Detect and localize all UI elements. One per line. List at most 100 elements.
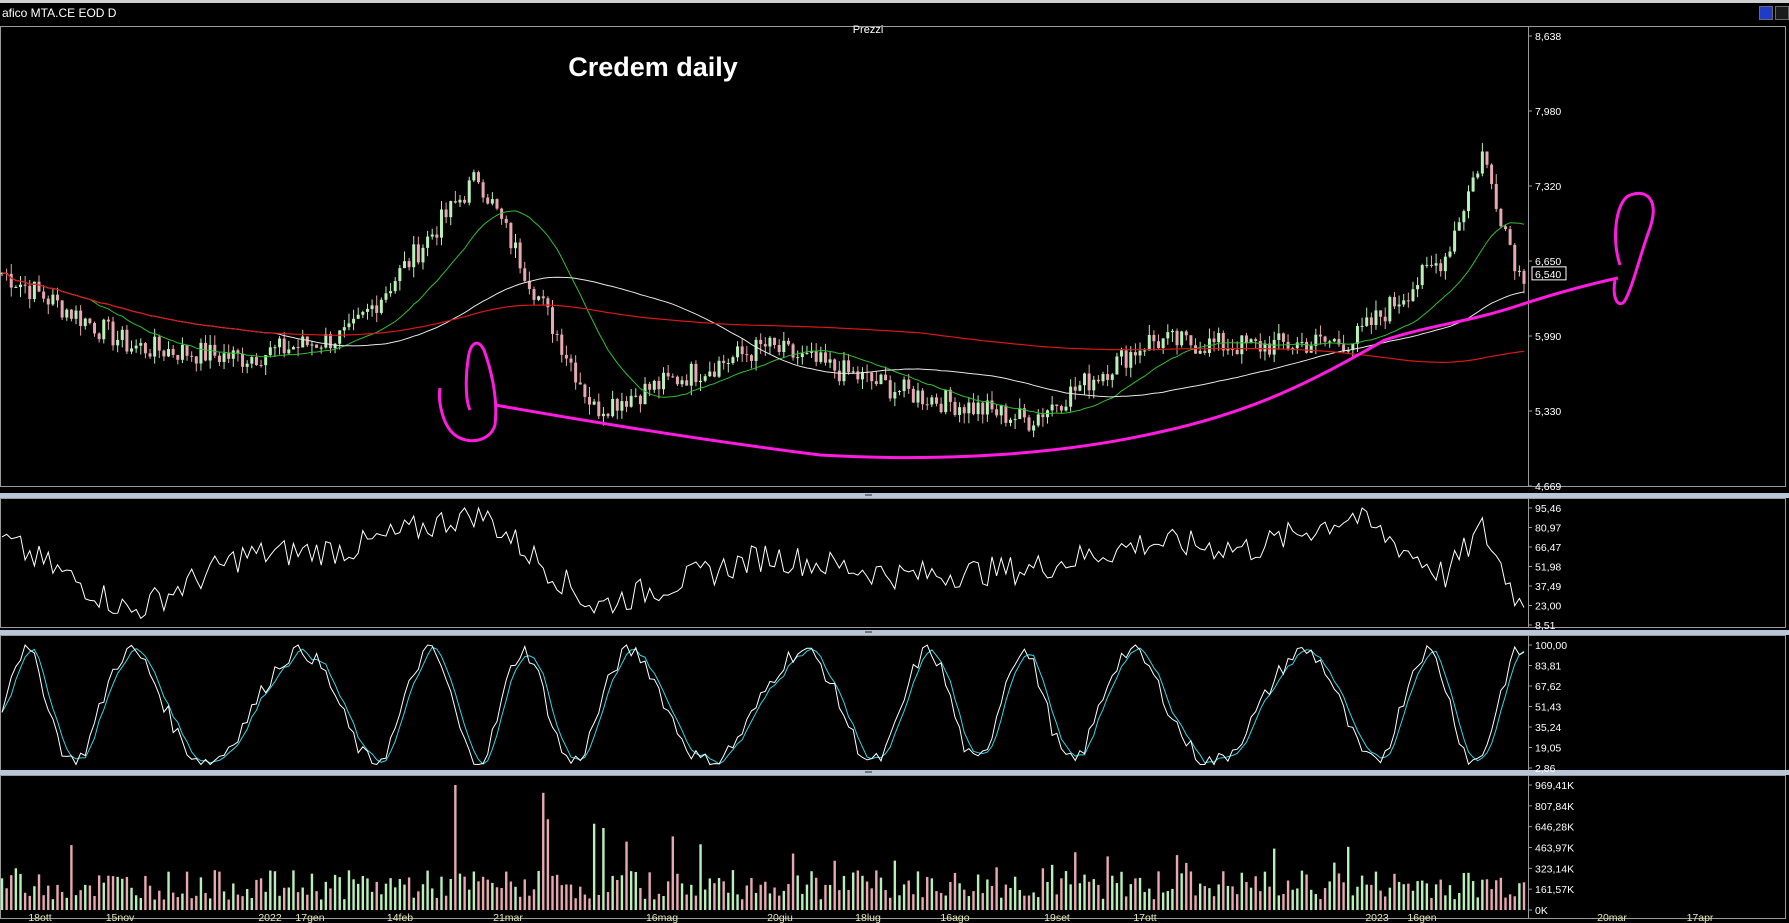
candle-body xyxy=(981,402,985,415)
volume-bar xyxy=(74,895,78,910)
volume-bar xyxy=(148,885,152,910)
candle-body xyxy=(1365,317,1369,326)
candle-body xyxy=(227,353,231,359)
volume-bar xyxy=(986,879,989,910)
volume-bar xyxy=(1018,890,1021,910)
candle-body xyxy=(1397,304,1401,307)
candle-body xyxy=(606,413,610,417)
volume-bar xyxy=(625,841,628,910)
volume-bar xyxy=(208,898,212,910)
x-tick-label: 17gen xyxy=(295,912,324,923)
volume-bar xyxy=(236,894,240,910)
candle-body xyxy=(384,293,388,300)
volume-bar xyxy=(125,877,129,910)
volume-bar xyxy=(481,876,485,910)
ma-long-line xyxy=(1,272,1525,364)
volume-bar xyxy=(1078,883,1082,910)
volume-bar xyxy=(921,897,924,910)
volume-bar xyxy=(306,894,309,910)
volume-bar xyxy=(1004,884,1008,910)
volume-bar xyxy=(1198,883,1202,910)
volume-bar xyxy=(171,892,175,910)
y-tick-label: 66,47 xyxy=(1535,542,1561,554)
annotation-left-circle xyxy=(438,341,498,443)
volume-bar xyxy=(935,891,938,910)
volume-bar xyxy=(1134,878,1137,910)
annotation-right-circle xyxy=(1612,191,1655,306)
candle-body xyxy=(273,347,277,349)
volume-bar xyxy=(269,870,272,910)
volume-bar xyxy=(1180,873,1183,910)
volume-bar xyxy=(833,860,836,910)
volume-bar xyxy=(218,871,221,910)
candle-body xyxy=(1166,332,1170,339)
volume-bar xyxy=(1087,881,1091,910)
volume-bar xyxy=(139,898,142,910)
volume-bar xyxy=(1138,877,1142,910)
volume-bar xyxy=(19,873,22,910)
candle-body xyxy=(1055,404,1059,407)
volume-bar xyxy=(431,888,434,910)
candle-body xyxy=(430,234,434,237)
candle-body xyxy=(495,199,499,209)
candle-body xyxy=(902,379,906,392)
volume-bar xyxy=(97,875,101,910)
x-tick-label: 19set xyxy=(1044,912,1070,923)
candle-body xyxy=(736,346,740,358)
candle-body xyxy=(657,380,661,390)
candle-body xyxy=(1235,349,1239,355)
candle-body xyxy=(615,398,619,411)
volume-bar xyxy=(870,888,873,910)
volume-bar xyxy=(1495,880,1498,910)
candle-body xyxy=(745,354,749,356)
volume-bar xyxy=(116,876,119,910)
volume-bar xyxy=(1513,896,1516,910)
panel-splitter xyxy=(0,630,1789,635)
volume-bar xyxy=(995,867,998,910)
candle-body xyxy=(1351,343,1355,350)
y-tick-label: 67,62 xyxy=(1535,681,1561,693)
candle-body xyxy=(333,343,337,349)
candle-body xyxy=(694,363,698,383)
candle-body xyxy=(1258,340,1262,352)
candle-body xyxy=(583,384,587,397)
candle-body xyxy=(828,359,832,363)
candle-body xyxy=(1180,331,1184,346)
volume-bar xyxy=(42,895,45,910)
volume-bar xyxy=(1393,873,1396,910)
candle-body xyxy=(167,349,171,357)
volume-bar xyxy=(403,884,406,910)
volume-bar xyxy=(884,890,887,910)
volume-bar xyxy=(0,878,4,910)
ma-short-line xyxy=(1,210,1525,415)
candle-body xyxy=(315,344,319,348)
volume-bar xyxy=(518,896,522,910)
y-tick-label: 8,638 xyxy=(1535,31,1561,43)
candle-body xyxy=(689,363,693,386)
candle-body xyxy=(1517,270,1521,272)
volume-bar xyxy=(417,891,420,910)
volume-bar xyxy=(227,899,230,910)
volume-bar xyxy=(1120,871,1123,910)
candle-body xyxy=(185,344,189,356)
candle-body xyxy=(1383,316,1387,322)
x-tick-label: 21mar xyxy=(493,912,523,923)
volume-bar xyxy=(1434,884,1438,910)
y-tick-label: 969,41K xyxy=(1535,780,1574,792)
volume-bar xyxy=(181,893,184,910)
volume-bar xyxy=(560,885,563,910)
volume-bar xyxy=(153,899,156,910)
candle-body xyxy=(888,380,892,399)
candle-body xyxy=(328,333,332,349)
candle-body xyxy=(564,354,568,359)
candle-body xyxy=(375,305,379,313)
candle-body xyxy=(800,353,804,358)
volume-bar xyxy=(717,878,721,910)
volume-bar xyxy=(259,878,263,910)
candle-body xyxy=(134,345,138,349)
maximize-button[interactable] xyxy=(1759,6,1773,20)
candle-body xyxy=(634,395,638,397)
volume-bar xyxy=(759,884,762,910)
candle-body xyxy=(1064,406,1068,411)
volume-bar xyxy=(407,877,411,910)
